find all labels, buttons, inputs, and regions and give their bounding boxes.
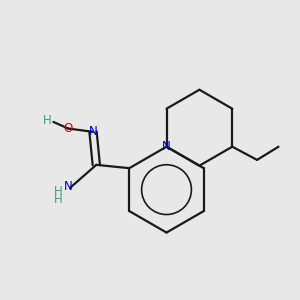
Text: N: N bbox=[64, 180, 73, 193]
Text: O: O bbox=[64, 122, 73, 135]
Text: H: H bbox=[54, 185, 63, 198]
Text: N: N bbox=[162, 140, 171, 153]
Text: H: H bbox=[54, 193, 63, 206]
Text: N: N bbox=[88, 125, 98, 138]
Text: H: H bbox=[43, 114, 52, 127]
